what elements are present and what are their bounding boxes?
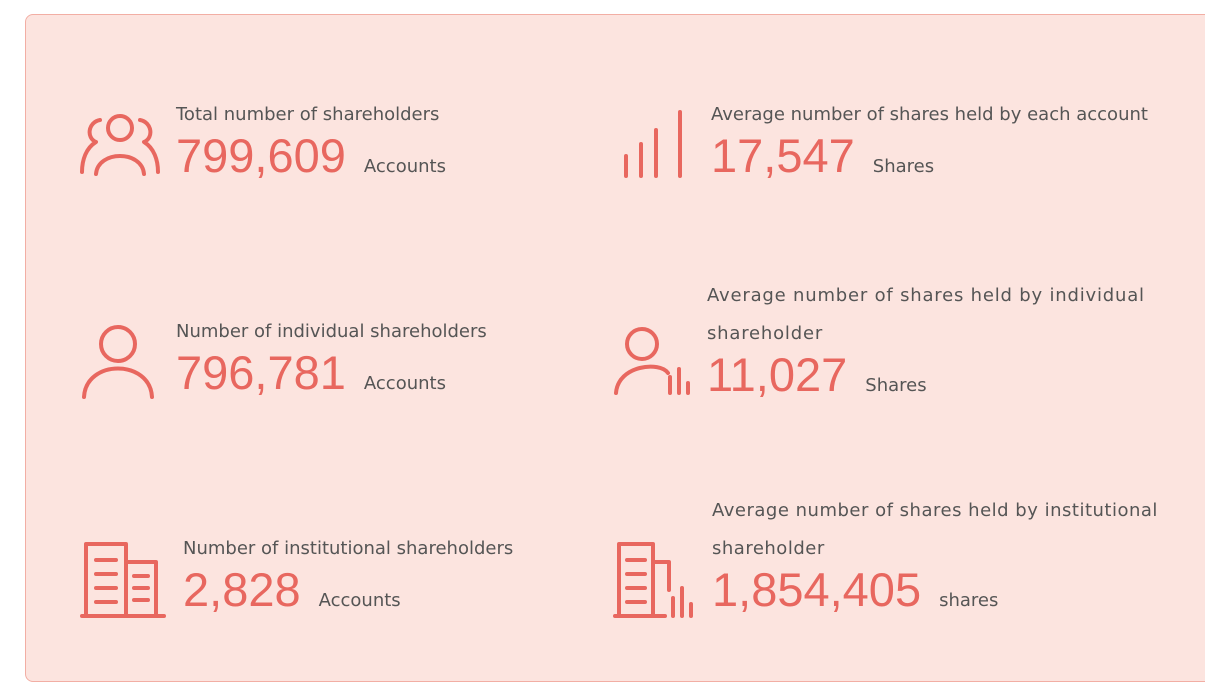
icon-building-bars bbox=[613, 542, 693, 618]
stat-label: Average number of shares held by each ac… bbox=[711, 104, 1148, 125]
stat-item: Average number of shares held by each ac… bbox=[711, 96, 1191, 182]
stat-unit: Accounts bbox=[318, 590, 401, 611]
stat-label: Number of institutional shareholders bbox=[183, 538, 514, 559]
stat-row: 2,828 Accounts bbox=[183, 564, 563, 616]
stat-row: 11,027 Shares bbox=[707, 349, 1187, 401]
stat-row: 799,609 Accounts bbox=[176, 130, 516, 182]
stat-unit: Shares bbox=[865, 375, 927, 396]
stat-value: 796,781 bbox=[176, 346, 346, 399]
stat-value: 799,609 bbox=[176, 129, 346, 182]
stat-value: 1,854,405 bbox=[712, 563, 922, 616]
stat-unit: Accounts bbox=[363, 156, 446, 177]
stat-label: Average number of shares held by individ… bbox=[707, 285, 1145, 344]
stat-value: 17,547 bbox=[711, 129, 855, 182]
stat-row: 1,854,405 shares bbox=[712, 564, 1182, 616]
icon-person bbox=[82, 325, 154, 399]
icon-person-bars bbox=[614, 327, 690, 395]
stat-unit: Accounts bbox=[363, 373, 446, 394]
stat-item: Average number of shares held by institu… bbox=[712, 492, 1182, 616]
stat-item: Number of institutional shareholders 2,82… bbox=[183, 530, 563, 616]
stat-item: Total number of shareholders 799,609 Accou… bbox=[176, 96, 516, 182]
icon-buildings bbox=[80, 542, 166, 618]
stat-label: Number of individual shareholders bbox=[176, 321, 487, 342]
icon-group bbox=[80, 114, 160, 176]
stat-value: 2,828 bbox=[183, 563, 301, 616]
stat-item: Average number of shares held by individ… bbox=[707, 277, 1187, 401]
stat-item: Number of individual shareholders 796,781… bbox=[176, 313, 536, 399]
stat-label: Average number of shares held by institu… bbox=[712, 500, 1158, 559]
stat-value: 11,027 bbox=[707, 348, 848, 401]
stat-unit: shares bbox=[939, 590, 999, 611]
stat-label: Total number of shareholders bbox=[176, 104, 440, 125]
stat-unit: Shares bbox=[872, 156, 935, 177]
icon-bars bbox=[624, 110, 682, 178]
stats-card bbox=[25, 14, 1205, 682]
stat-row: 17,547 Shares bbox=[711, 130, 1191, 182]
stat-row: 796,781 Accounts bbox=[176, 347, 536, 399]
